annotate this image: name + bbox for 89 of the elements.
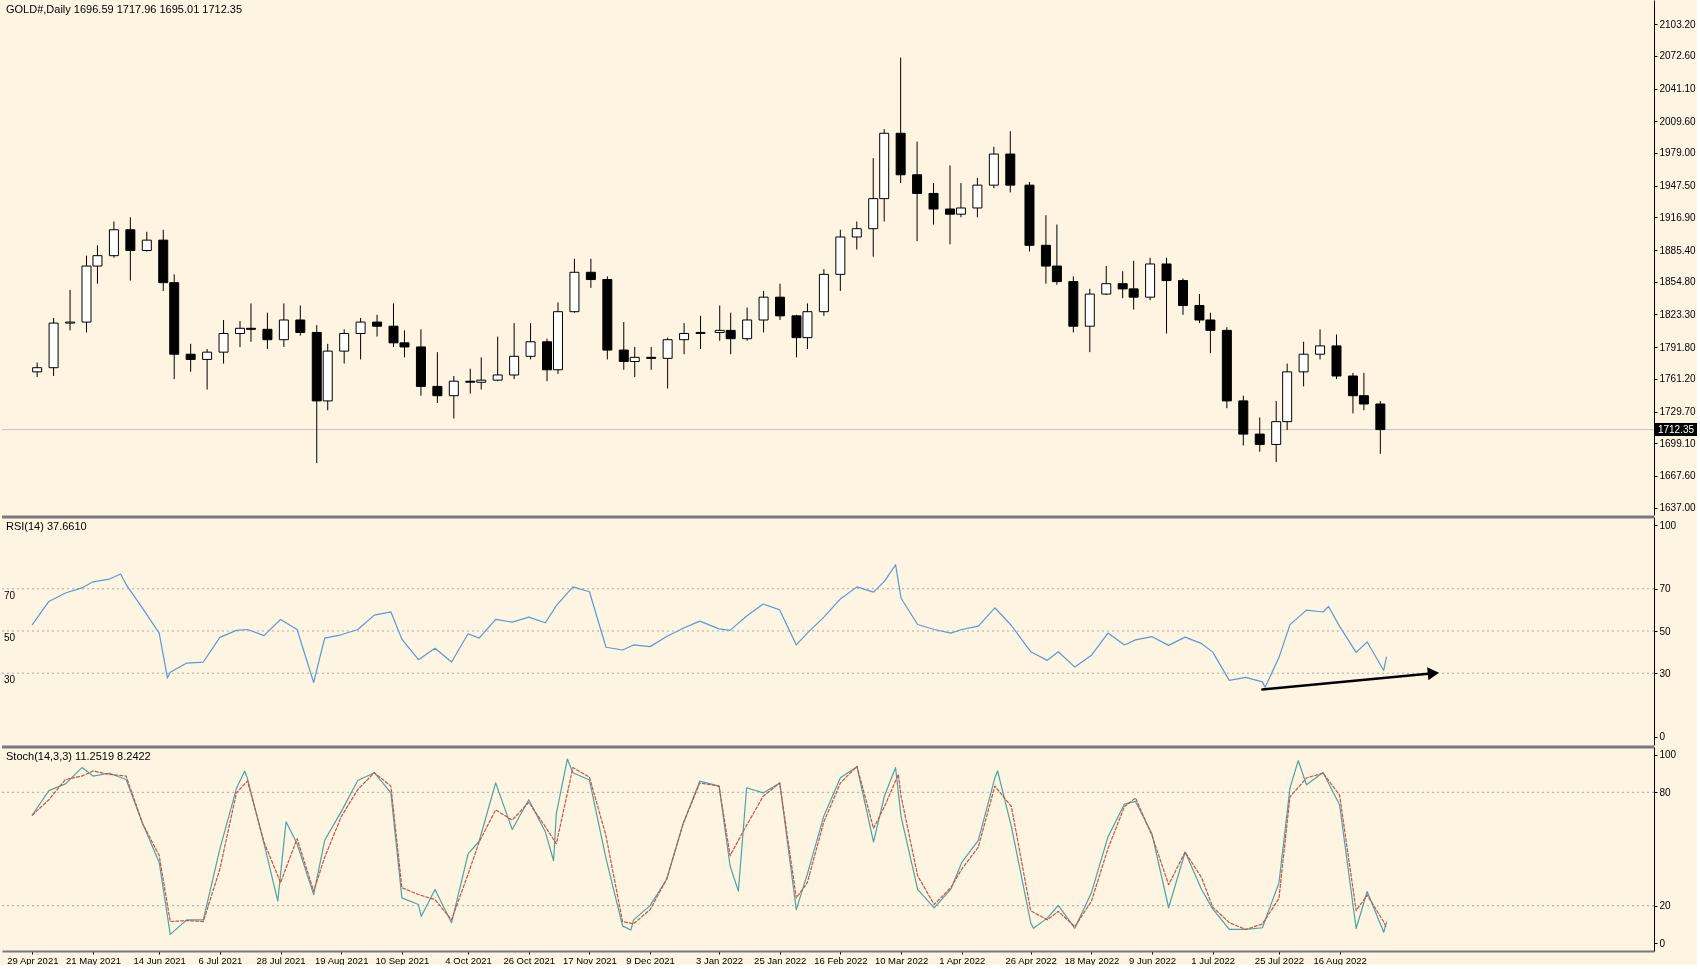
y-tick-label: 2009.60: [1659, 115, 1697, 127]
y-tick-label: 1854.80: [1659, 276, 1697, 288]
x-tick-label: 10 Sep 2021: [375, 954, 430, 966]
x-tick-label: 9 Dec 2021: [626, 954, 675, 966]
candlestick: [912, 141, 923, 242]
candlestick: [339, 328, 350, 365]
candlestick: [775, 283, 786, 321]
candlestick: [1315, 328, 1326, 360]
x-tick-label: 16 Feb 2022: [814, 954, 868, 966]
ref-line-label: 30: [4, 674, 16, 686]
candlestick: [278, 302, 289, 348]
chart-title: GOLD#,Daily 1696.59 1717.96 1695.01 1712.35: [6, 3, 243, 15]
x-tick-label: 26 Oct 2021: [503, 954, 556, 966]
ref-line-label: 70: [4, 589, 16, 601]
candlestick: [218, 319, 229, 365]
candlestick: [1254, 417, 1265, 453]
y-tick-label: 70: [1659, 583, 1672, 595]
chart-title: Stoch(14,3,3) 11.2519 8.2422: [6, 750, 151, 762]
x-tick-label: 28 Jul 2021: [256, 954, 306, 966]
y-tick-label: 0: [1659, 731, 1666, 743]
x-tick-label: 10 Mar 2022: [874, 954, 929, 966]
candlestick: [509, 322, 520, 380]
x-tick-label: 18 May 2022: [1064, 954, 1120, 966]
x-tick-label: 26 Apr 2022: [1005, 954, 1057, 966]
candlestick: [262, 312, 273, 350]
x-tick-label: 4 Oct 2021: [445, 954, 492, 966]
y-tick-label: 1885.40: [1659, 244, 1697, 256]
candlestick: [585, 258, 596, 289]
y-tick-label: 1791.80: [1659, 341, 1697, 353]
y-tick-label: 0: [1659, 937, 1666, 949]
x-tick-label: 25 Jul 2022: [1254, 954, 1304, 966]
candlestick: [928, 182, 939, 226]
y-tick-label: 2072.60: [1659, 50, 1697, 62]
candlestick: [492, 336, 503, 382]
candlestick: [1161, 257, 1172, 334]
candlestick: [972, 177, 983, 218]
chart-title: RSI(14) 37.6610: [6, 520, 87, 532]
candlestick: [525, 322, 536, 360]
candlestick: [185, 343, 196, 373]
y-tick-label: 1637.00: [1659, 502, 1697, 514]
x-tick-label: 19 Aug 2021: [315, 954, 369, 966]
candlestick: [125, 216, 136, 282]
candlestick: [295, 304, 306, 337]
x-tick-label: 14 Jun 2021: [133, 954, 186, 966]
candlestick: [355, 317, 366, 360]
x-tick-label: 3 Jan 2022: [696, 954, 744, 966]
candlestick: [65, 289, 76, 331]
y-tick-label: 50: [1659, 625, 1672, 637]
candlestick: [372, 314, 383, 338]
candlestick: [1101, 265, 1112, 296]
x-tick-label: 16 Aug 2022: [1313, 954, 1367, 966]
candlestick: [1298, 341, 1309, 387]
candlestick: [742, 307, 753, 342]
ref-line-label: 50: [4, 632, 16, 643]
candlestick: [141, 231, 152, 253]
x-tick-label: 17 Nov 2021: [563, 954, 617, 966]
y-tick-label: 1729.70: [1659, 406, 1697, 418]
candlestick: [679, 322, 690, 355]
x-tick-label: 25 Jan 2022: [754, 954, 807, 966]
y-tick-label: 20: [1659, 900, 1672, 912]
candlestick: [695, 315, 706, 350]
y-tick-label: 100: [1659, 749, 1677, 761]
x-tick-label: 1 Apr 2022: [939, 954, 986, 966]
candlestick: [448, 375, 459, 420]
y-tick-label: 1947.50: [1659, 180, 1697, 192]
y-tick-label: 2041.10: [1659, 83, 1697, 95]
x-tick-label: 9 Jun 2022: [1129, 954, 1177, 966]
y-tick-label: 2103.20: [1659, 18, 1697, 30]
ref-line-label: 1712.35: [1657, 423, 1695, 435]
x-tick-label: 6 Jul 2021: [198, 954, 243, 966]
candlestick: [851, 220, 862, 250]
y-tick-label: 1823.30: [1659, 309, 1697, 320]
candlestick: [758, 290, 769, 333]
x-tick-label: 21 May 2021: [66, 954, 121, 966]
y-tick-label: 1699.10: [1659, 437, 1697, 449]
y-tick-label: 1916.90: [1659, 211, 1697, 223]
y-tick-label: 100: [1659, 519, 1677, 531]
y-tick-label: 30: [1659, 667, 1672, 679]
y-tick-label: 1667.60: [1659, 470, 1697, 482]
candlestick: [662, 337, 673, 389]
y-tick-label: 1979.00: [1659, 147, 1697, 159]
candlestick: [646, 346, 657, 371]
x-tick-label: 1 Jul 2022: [1191, 954, 1236, 966]
candlestick: [432, 351, 443, 404]
x-tick-label: 29 Apr 2021: [7, 954, 59, 966]
candlestick: [202, 348, 213, 390]
y-tick-label: 80: [1659, 786, 1672, 798]
y-tick-label: 1761.20: [1659, 373, 1697, 385]
line-series: [31, 564, 1388, 688]
